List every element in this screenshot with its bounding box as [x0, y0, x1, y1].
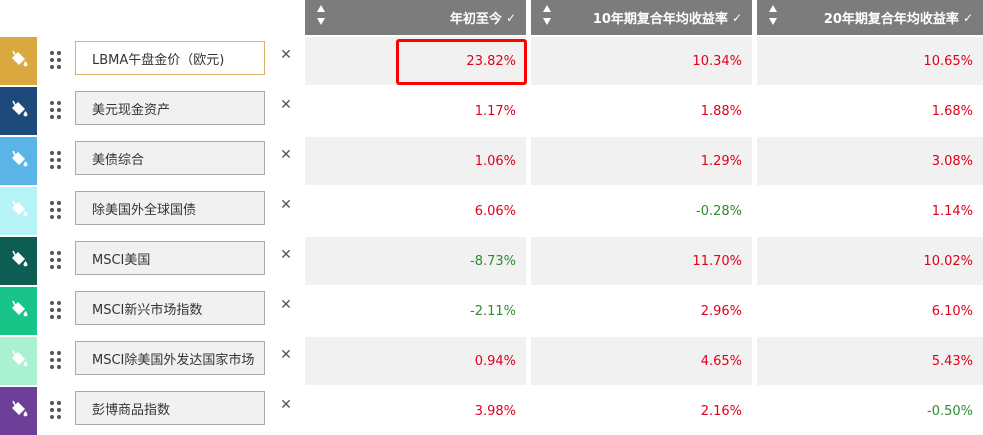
- color-picker-button[interactable]: [0, 137, 37, 185]
- cell-ytd: 23.82%: [305, 37, 526, 85]
- cell-ytd: 0.94%: [305, 337, 526, 385]
- cell-cagr20: 3.08%: [757, 137, 983, 185]
- cell-ytd: 1.06%: [305, 137, 526, 185]
- asset-name-field[interactable]: 美元现金资产: [75, 91, 265, 125]
- column-header-label: 年初至今: [449, 12, 502, 27]
- paint-bucket-icon: [9, 49, 29, 73]
- column-header-cagr20[interactable]: 20年期复合年均收益率 ✓: [757, 0, 983, 35]
- cell-cagr10: 1.88%: [531, 87, 752, 135]
- cell-cagr20: 10.65%: [757, 37, 983, 85]
- cell-cagr10: 4.65%: [531, 337, 752, 385]
- column-header-cagr10[interactable]: 10年期复合年均收益率 ✓: [531, 0, 752, 35]
- paint-bucket-icon: [9, 349, 29, 373]
- remove-row-icon[interactable]: ✕: [280, 197, 292, 213]
- remove-row-icon[interactable]: ✕: [280, 247, 292, 263]
- checkmark-icon[interactable]: ✓: [505, 10, 516, 25]
- cell-ytd: 1.17%: [305, 87, 526, 135]
- paint-bucket-icon: [9, 399, 29, 423]
- remove-row-icon[interactable]: ✕: [280, 297, 292, 313]
- sort-arrows-icon[interactable]: [768, 5, 778, 25]
- asset-name-field[interactable]: MSCI新兴市场指数: [75, 291, 265, 325]
- table-row: 美元现金资产 ✕ 1.17% 1.88% 1.68%: [0, 87, 983, 135]
- paint-bucket-icon: [9, 99, 29, 123]
- drag-handle-icon[interactable]: [50, 301, 62, 321]
- drag-handle-icon[interactable]: [50, 401, 62, 421]
- color-picker-button[interactable]: [0, 87, 37, 135]
- remove-row-icon[interactable]: ✕: [280, 397, 292, 413]
- column-header-label: 10年期复合年均收益率: [592, 12, 728, 27]
- table-row: 彭博商品指数 ✕ 3.98% 2.16% -0.50%: [0, 387, 983, 435]
- column-header-label: 20年期复合年均收益率: [823, 12, 959, 27]
- checkmark-icon[interactable]: ✓: [731, 10, 742, 25]
- color-picker-button[interactable]: [0, 37, 37, 85]
- asset-name-field[interactable]: 美债综合: [75, 141, 265, 175]
- cell-ytd: -8.73%: [305, 237, 526, 285]
- remove-row-icon[interactable]: ✕: [280, 47, 292, 63]
- color-picker-button[interactable]: [0, 337, 37, 385]
- cell-cagr10: -0.28%: [531, 187, 752, 235]
- drag-handle-icon[interactable]: [50, 351, 62, 371]
- cell-ytd: 6.06%: [305, 187, 526, 235]
- drag-handle-icon[interactable]: [50, 51, 62, 71]
- cell-cagr10: 10.34%: [531, 37, 752, 85]
- cell-cagr20: 6.10%: [757, 287, 983, 335]
- sort-arrows-icon[interactable]: [316, 5, 326, 25]
- drag-handle-icon[interactable]: [50, 151, 62, 171]
- paint-bucket-icon: [9, 199, 29, 223]
- drag-handle-icon[interactable]: [50, 101, 62, 121]
- cell-cagr20: 10.02%: [757, 237, 983, 285]
- table-row: LBMA午盘金价（欧元) ✕ 23.82% 10.34% 10.65%: [0, 37, 983, 85]
- asset-name-field[interactable]: 彭博商品指数: [75, 391, 265, 425]
- drag-handle-icon[interactable]: [50, 201, 62, 221]
- drag-handle-icon[interactable]: [50, 251, 62, 271]
- color-picker-button[interactable]: [0, 387, 37, 435]
- color-picker-button[interactable]: [0, 287, 37, 335]
- paint-bucket-icon: [9, 299, 29, 323]
- table-row: MSCI新兴市场指数 ✕ -2.11% 2.96% 6.10%: [0, 287, 983, 335]
- sort-arrows-icon[interactable]: [542, 5, 552, 25]
- cell-cagr20: 5.43%: [757, 337, 983, 385]
- cell-cagr10: 11.70%: [531, 237, 752, 285]
- cell-cagr10: 1.29%: [531, 137, 752, 185]
- asset-name-field[interactable]: MSCI除美国外发达国家市场: [75, 341, 265, 375]
- color-picker-button[interactable]: [0, 237, 37, 285]
- cell-cagr20: 1.68%: [757, 87, 983, 135]
- asset-name-field[interactable]: LBMA午盘金价（欧元): [75, 41, 265, 75]
- cell-ytd: -2.11%: [305, 287, 526, 335]
- cell-ytd: 3.98%: [305, 387, 526, 435]
- remove-row-icon[interactable]: ✕: [280, 347, 292, 363]
- remove-row-icon[interactable]: ✕: [280, 147, 292, 163]
- cell-cagr10: 2.16%: [531, 387, 752, 435]
- paint-bucket-icon: [9, 249, 29, 273]
- asset-name-field[interactable]: MSCI美国: [75, 241, 265, 275]
- table-row: 除美国外全球国债 ✕ 6.06% -0.28% 1.14%: [0, 187, 983, 235]
- table-row: MSCI美国 ✕ -8.73% 11.70% 10.02%: [0, 237, 983, 285]
- checkmark-icon[interactable]: ✓: [962, 10, 973, 25]
- cell-cagr20: 1.14%: [757, 187, 983, 235]
- paint-bucket-icon: [9, 149, 29, 173]
- column-header-ytd[interactable]: 年初至今 ✓: [305, 0, 526, 35]
- table-row: MSCI除美国外发达国家市场 ✕ 0.94% 4.65% 5.43%: [0, 337, 983, 385]
- table-row: 美债综合 ✕ 1.06% 1.29% 3.08%: [0, 137, 983, 185]
- color-picker-button[interactable]: [0, 187, 37, 235]
- asset-name-field[interactable]: 除美国外全球国债: [75, 191, 265, 225]
- cell-cagr20: -0.50%: [757, 387, 983, 435]
- remove-row-icon[interactable]: ✕: [280, 97, 292, 113]
- cell-cagr10: 2.96%: [531, 287, 752, 335]
